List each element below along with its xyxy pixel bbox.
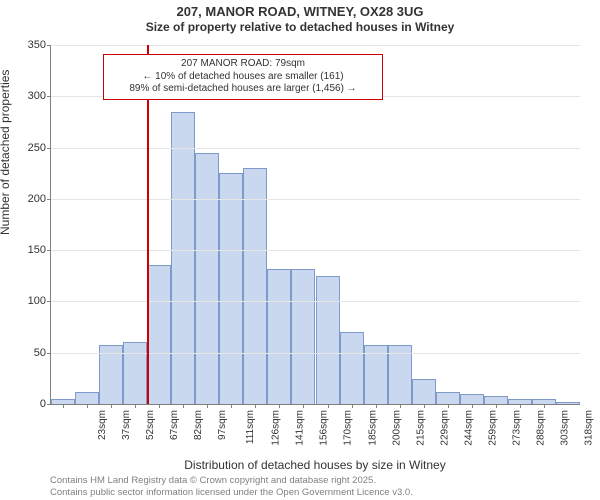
info-line-0: 207 MANOR ROAD: 79sqm [110, 58, 376, 71]
bar [123, 342, 147, 404]
xtick-mark [207, 404, 208, 408]
xtick-mark [328, 404, 329, 408]
gridline-h [51, 353, 580, 354]
gridline-h [51, 148, 580, 149]
xtick-label: 141sqm [295, 410, 306, 446]
bar [195, 153, 219, 404]
ytick-label: 250 [28, 142, 51, 154]
bar [219, 173, 243, 404]
bar [340, 332, 364, 404]
xtick-label: 303sqm [559, 410, 570, 446]
xtick-mark [255, 404, 256, 408]
xtick-label: 229sqm [439, 410, 450, 446]
gridline-h [51, 250, 580, 251]
ytick-label: 200 [28, 193, 51, 205]
gridline-h [51, 45, 580, 46]
xtick-label: 318sqm [584, 410, 595, 446]
xtick-label: 67sqm [169, 410, 180, 440]
xtick-mark [159, 404, 160, 408]
xtick-mark [520, 404, 521, 408]
xtick-mark [183, 404, 184, 408]
bar [171, 112, 195, 404]
xtick-mark [496, 404, 497, 408]
xtick-mark [400, 404, 401, 408]
bar [460, 394, 484, 404]
ytick-label: 350 [28, 39, 51, 51]
bar [267, 269, 291, 404]
xtick-mark [63, 404, 64, 408]
bar [484, 396, 508, 404]
bar [75, 392, 99, 404]
xtick-mark [231, 404, 232, 408]
info-box: 207 MANOR ROAD: 79sqm← 10% of detached h… [103, 54, 383, 100]
xtick-mark [303, 404, 304, 408]
title-sub: Size of property relative to detached ho… [0, 20, 600, 34]
ytick-label: 0 [40, 398, 51, 410]
xtick-label: 288sqm [535, 410, 546, 446]
xtick-mark [111, 404, 112, 408]
y-axis-label: Number of detached properties [0, 70, 12, 235]
xtick-label: 52sqm [145, 410, 156, 440]
footnote-line-2: Contains public sector information licen… [50, 487, 413, 498]
title-main: 207, MANOR ROAD, WITNEY, OX28 3UG [0, 4, 600, 19]
xtick-mark [87, 404, 88, 408]
xtick-label: 23sqm [97, 410, 108, 440]
footnote-line-1: Contains HM Land Registry data © Crown c… [50, 475, 413, 486]
plot-area: 05010015020025030035023sqm37sqm52sqm67sq… [50, 45, 580, 405]
xtick-mark [448, 404, 449, 408]
xtick-mark [135, 404, 136, 408]
bar [316, 276, 340, 404]
xtick-label: 37sqm [121, 410, 132, 440]
xtick-label: 185sqm [367, 410, 378, 446]
ytick-label: 100 [28, 295, 51, 307]
xtick-mark [376, 404, 377, 408]
xtick-label: 273sqm [511, 410, 522, 446]
xtick-label: 111sqm [245, 410, 256, 444]
title-block: 207, MANOR ROAD, WITNEY, OX28 3UG Size o… [0, 4, 600, 34]
xtick-label: 259sqm [487, 410, 498, 446]
bar [436, 392, 460, 404]
bar [147, 265, 171, 404]
xtick-label: 97sqm [217, 410, 228, 440]
x-axis-label: Distribution of detached houses by size … [50, 458, 580, 472]
ytick-label: 150 [28, 244, 51, 256]
xtick-label: 82sqm [193, 410, 204, 440]
xtick-label: 215sqm [415, 410, 426, 446]
footnote: Contains HM Land Registry data © Crown c… [50, 475, 413, 498]
xtick-label: 126sqm [271, 410, 282, 446]
xtick-label: 200sqm [391, 410, 402, 446]
xtick-mark [279, 404, 280, 408]
info-line-1: ← 10% of detached houses are smaller (16… [110, 71, 376, 84]
xtick-label: 244sqm [463, 410, 474, 446]
xtick-mark [544, 404, 545, 408]
gridline-h [51, 301, 580, 302]
bar [291, 269, 315, 404]
xtick-mark [424, 404, 425, 408]
bar [556, 402, 580, 404]
gridline-h [51, 199, 580, 200]
xtick-label: 156sqm [319, 410, 330, 446]
bar [412, 379, 436, 404]
info-line-2: 89% of semi-detached houses are larger (… [110, 83, 376, 96]
xtick-mark [352, 404, 353, 408]
ytick-label: 300 [28, 90, 51, 102]
xtick-label: 170sqm [343, 410, 354, 446]
ytick-label: 50 [34, 347, 51, 359]
bar [243, 168, 267, 404]
xtick-mark [472, 404, 473, 408]
